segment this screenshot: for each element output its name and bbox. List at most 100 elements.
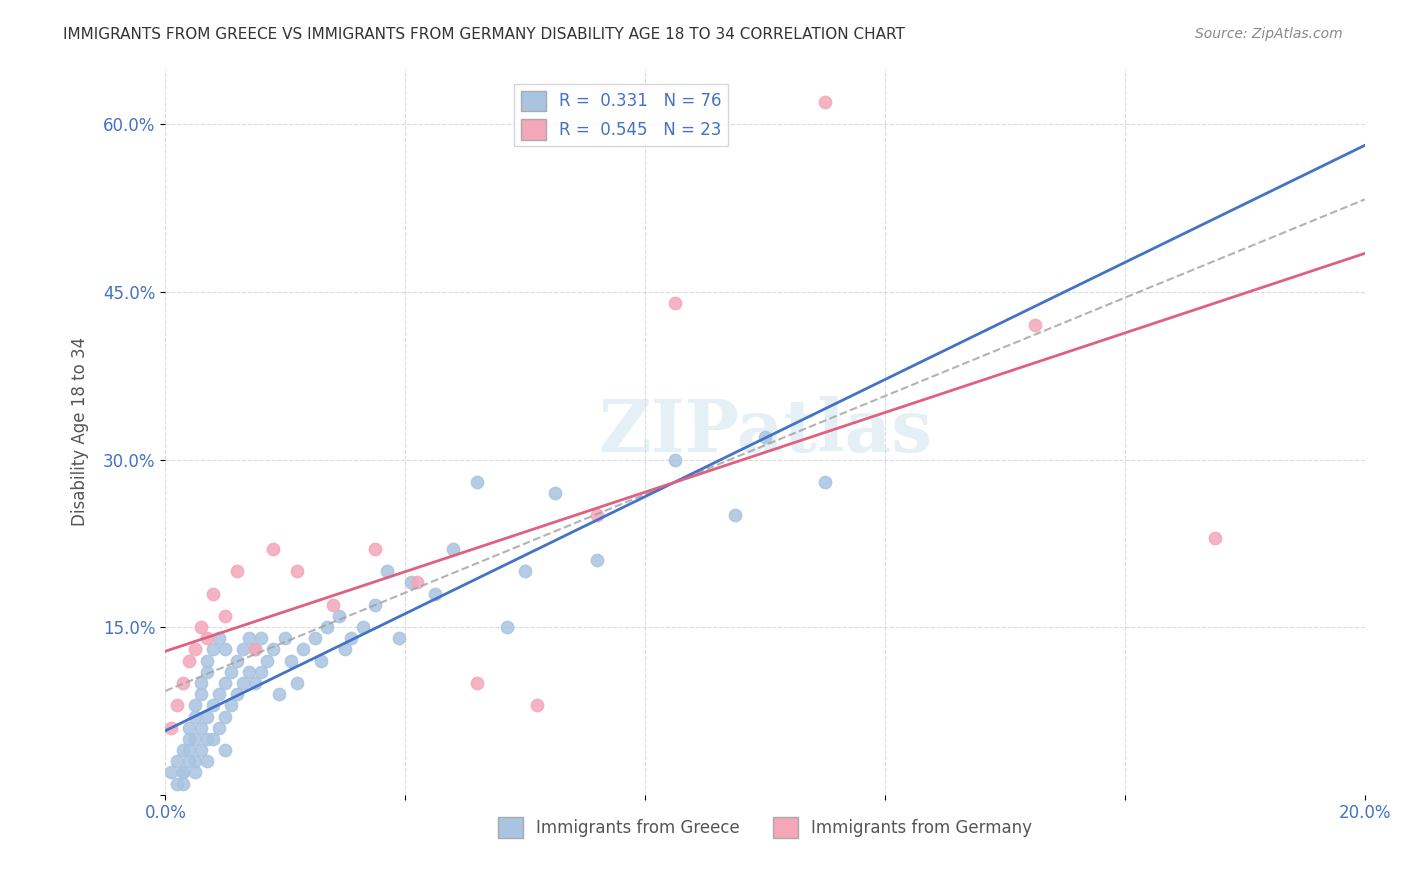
Point [172, 676, 194, 690]
Point [292, 642, 315, 657]
Point [179, 731, 201, 746]
Point [195, 665, 218, 679]
Point [184, 754, 207, 768]
Point [280, 654, 302, 668]
Point [214, 743, 236, 757]
Point [195, 754, 218, 768]
Point [250, 632, 273, 646]
Point [238, 665, 260, 679]
Point [1024, 318, 1046, 333]
Point [190, 620, 212, 634]
Point [586, 553, 609, 567]
Point [388, 632, 411, 646]
Text: IMMIGRANTS FROM GREECE VS IMMIGRANTS FROM GERMANY DISABILITY AGE 18 TO 34 CORREL: IMMIGRANTS FROM GREECE VS IMMIGRANTS FRO… [63, 27, 905, 42]
Point [352, 620, 374, 634]
Point [179, 721, 201, 735]
Point [328, 609, 350, 624]
Point [160, 765, 183, 780]
Point [245, 676, 267, 690]
Point [190, 676, 212, 690]
Point [335, 642, 357, 657]
Point [364, 541, 387, 556]
Point [465, 475, 488, 489]
Point [256, 654, 278, 668]
Point [202, 731, 225, 746]
Point [190, 687, 212, 701]
Point [172, 765, 194, 780]
Legend: Immigrants from Greece, Immigrants from Germany: Immigrants from Greece, Immigrants from … [491, 811, 1039, 845]
Point [364, 598, 387, 612]
Point [179, 743, 201, 757]
Point [202, 586, 225, 600]
Point [179, 654, 201, 668]
Point [195, 632, 218, 646]
Point [399, 575, 422, 590]
Point [214, 709, 236, 723]
Point [202, 642, 225, 657]
Point [544, 486, 567, 500]
Point [245, 642, 267, 657]
Point [184, 698, 207, 713]
Point [226, 687, 249, 701]
Point [221, 698, 243, 713]
Point [814, 95, 837, 109]
Point [274, 632, 297, 646]
Point [406, 575, 429, 590]
Point [226, 564, 249, 578]
Point [262, 541, 284, 556]
Point [232, 676, 254, 690]
Point [184, 642, 207, 657]
Point [172, 776, 194, 790]
Point [190, 721, 212, 735]
Point [245, 642, 267, 657]
Point [179, 754, 201, 768]
Point [232, 642, 254, 657]
Point [184, 765, 207, 780]
Y-axis label: Disability Age 18 to 34: Disability Age 18 to 34 [72, 337, 89, 526]
Point [664, 452, 686, 467]
Point [208, 632, 231, 646]
Point [515, 564, 537, 578]
Point [238, 632, 260, 646]
Point [184, 731, 207, 746]
Point [285, 676, 308, 690]
Point [195, 709, 218, 723]
Point [754, 430, 776, 444]
Point [208, 721, 231, 735]
Point [184, 709, 207, 723]
Point [226, 654, 249, 668]
Point [311, 654, 333, 668]
Point [166, 754, 188, 768]
Point [195, 654, 218, 668]
Point [285, 564, 308, 578]
Point [465, 676, 488, 690]
Point [250, 665, 273, 679]
Point [1204, 531, 1226, 545]
Point [262, 642, 284, 657]
Point [814, 475, 837, 489]
Point [166, 776, 188, 790]
Point [496, 620, 519, 634]
Point [214, 676, 236, 690]
Text: Source: ZipAtlas.com: Source: ZipAtlas.com [1195, 27, 1343, 41]
Point [221, 665, 243, 679]
Point [375, 564, 398, 578]
Point [441, 541, 464, 556]
Point [322, 598, 344, 612]
Point [316, 620, 339, 634]
Point [304, 632, 326, 646]
Point [526, 698, 548, 713]
Point [195, 731, 218, 746]
Point [664, 296, 686, 310]
Point [340, 632, 363, 646]
Text: ZIPatlas: ZIPatlas [598, 396, 932, 467]
Point [160, 721, 183, 735]
Point [269, 687, 291, 701]
Point [724, 508, 747, 523]
Point [214, 609, 236, 624]
Point [202, 698, 225, 713]
Point [214, 642, 236, 657]
Point [425, 586, 447, 600]
Point [166, 698, 188, 713]
Point [172, 743, 194, 757]
